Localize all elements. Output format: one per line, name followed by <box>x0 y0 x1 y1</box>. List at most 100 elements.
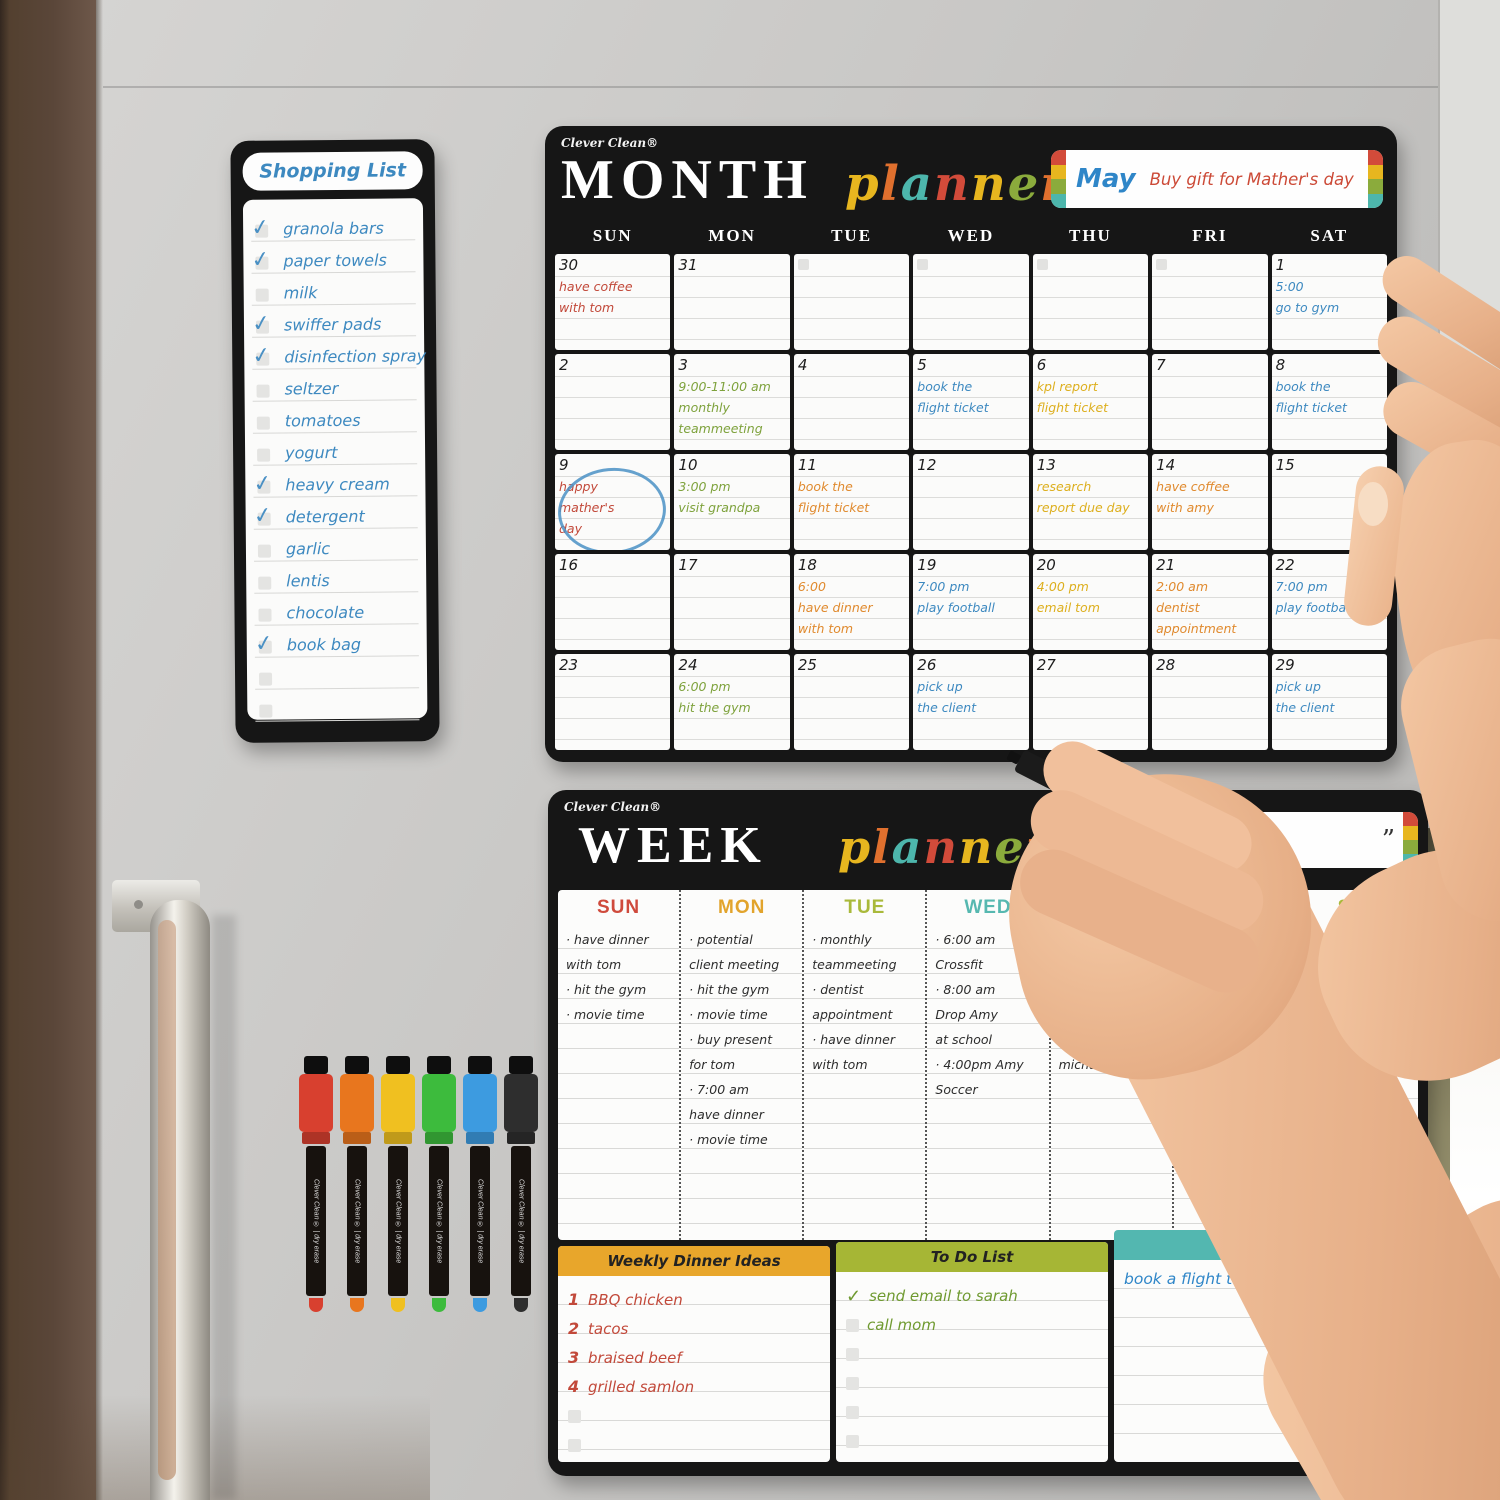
checkbox[interactable] <box>259 672 273 686</box>
weekly-dinner-ideas-body[interactable]: 1 BBQ chicken 2 tacos 3 braised beef 4 grilled … <box>558 1276 830 1462</box>
checkbox[interactable] <box>257 448 271 462</box>
calendar-cell[interactable]: 3 9:00-11:00 am monthly teammeeting <box>674 354 790 450</box>
checkbox[interactable] <box>846 1348 859 1361</box>
calendar-cell[interactable]: 25 <box>793 654 910 750</box>
calendar-cell[interactable]: 7 <box>1152 354 1268 450</box>
week-column-body[interactable]: · potential client meeting · hit the gym ·… <box>681 921 803 1240</box>
list-item[interactable]: ✓ disinfection spray <box>250 336 426 370</box>
month-note[interactable]: Buy gift for Mather's day <box>1149 169 1354 189</box>
calendar-cell[interactable]: 20 4:00 pm email tom <box>1032 554 1149 650</box>
todo-empty-row[interactable] <box>846 1363 1098 1392</box>
marker-yellow[interactable]: Clever Clean ® | dry erase <box>381 1056 415 1318</box>
list-item[interactable]: milk <box>251 272 416 306</box>
checkbox[interactable] <box>258 576 272 590</box>
checkbox[interactable] <box>256 384 270 398</box>
dinner-item[interactable]: 1 BBQ chicken <box>568 1280 820 1309</box>
calendar-cell[interactable]: 30 have coffee with tom <box>555 254 671 350</box>
checkbox[interactable] <box>259 704 273 718</box>
checkbox[interactable] <box>846 1406 859 1419</box>
week-column-sun[interactable]: SUN · have dinner with tom · hit the gym · … <box>558 890 682 1240</box>
month-note-box[interactable]: May Buy gift for Mather's day <box>1051 150 1383 208</box>
checkbox[interactable] <box>255 288 269 302</box>
week-column-body[interactable]: · have dinner with tom · hit the gym · mov… <box>558 921 680 1240</box>
todo-item[interactable]: call mom <box>846 1305 1098 1334</box>
checkmark-icon: ✓ <box>251 501 274 529</box>
calendar-cell[interactable]: 13 research report due day <box>1032 454 1149 550</box>
checkbox[interactable] <box>846 1319 859 1332</box>
calendar-cell[interactable]: 26 pick up the client <box>913 654 1029 750</box>
calendar-cell[interactable]: 17 <box>674 554 790 650</box>
dinner-empty-row[interactable] <box>568 1396 820 1425</box>
calendar-cell[interactable]: 4 <box>793 354 910 450</box>
shopping-list-sheet[interactable]: ✓ granola bars ✓ paper towels milk ✓ swiffer p… <box>242 198 428 722</box>
checkbox[interactable] <box>257 544 272 558</box>
list-item[interactable]: seltzer <box>252 368 417 402</box>
calendar-cell[interactable]: 31 <box>674 254 790 350</box>
list-item[interactable]: ✓ paper towels <box>250 240 416 274</box>
todo-list-section[interactable]: To Do List ✓ send email to sarah call mom <box>836 1242 1108 1462</box>
todo-empty-row[interactable] <box>846 1334 1098 1363</box>
todo-empty-row[interactable] <box>846 1392 1098 1421</box>
fridge-handle[interactable] <box>150 900 210 1500</box>
dinner-item[interactable]: 3 braised beef <box>568 1338 820 1367</box>
calendar-cell[interactable]: 27 <box>1032 654 1149 750</box>
calendar-cell[interactable]: 5 book the flight ticket <box>913 354 1029 450</box>
week-column-body[interactable]: · monthly teammeeting · dentist appointme… <box>804 921 926 1240</box>
list-item[interactable]: ✓ swiffer pads <box>250 304 417 338</box>
week-column-tue[interactable]: TUE · monthly teammeeting · dentist appoin… <box>804 890 928 1240</box>
calendar-cell[interactable]: 16 <box>555 554 671 650</box>
checkbox[interactable] <box>258 608 272 622</box>
calendar-cell[interactable] <box>793 254 910 350</box>
todo-list-body[interactable]: ✓ send email to sarah call mom <box>836 1272 1108 1462</box>
dinner-item[interactable]: 2 tacos <box>568 1309 820 1338</box>
list-item[interactable] <box>255 688 420 722</box>
month-label[interactable]: May <box>1076 164 1136 194</box>
calendar-cell[interactable]: 12 <box>913 454 1029 550</box>
dinner-item[interactable]: 4 grilled samlon <box>568 1367 820 1396</box>
calendar-cell[interactable] <box>1152 254 1268 350</box>
calendar-cell[interactable]: 14 have coffee with amy <box>1152 454 1268 550</box>
checkbox[interactable] <box>846 1435 859 1448</box>
list-item[interactable]: tomatoes <box>252 400 417 434</box>
marker-green[interactable]: Clever Clean ® | dry erase <box>422 1056 456 1318</box>
checkbox[interactable] <box>256 416 270 430</box>
calendar-cell[interactable] <box>913 254 1029 350</box>
calendar-cell[interactable]: 19 7:00 pm play football <box>913 554 1029 650</box>
marker-blue[interactable]: Clever Clean ® | dry erase <box>463 1056 497 1318</box>
week-column-mon[interactable]: MON · potential client meeting · hit the g… <box>681 890 805 1240</box>
calendar-cell[interactable] <box>1032 254 1149 350</box>
marker-black[interactable]: Clever Clean ® | dry erase <box>504 1056 538 1318</box>
list-item[interactable]: ✓ detergent <box>251 496 418 530</box>
list-item[interactable]: chocolate <box>254 592 419 626</box>
list-item[interactable]: ✓ heavy cream <box>252 464 418 498</box>
calendar-cell[interactable]: 18 6:00 have dinner with tom <box>793 554 910 650</box>
calendar-cell[interactable]: 1 5:00 go to gym <box>1271 254 1387 350</box>
checkbox[interactable] <box>846 1377 859 1390</box>
list-item[interactable]: ✓ granola bars <box>249 208 416 242</box>
marker-red[interactable]: Clever Clean ® | dry erase <box>299 1056 333 1318</box>
calendar-cell[interactable]: 28 <box>1152 654 1268 750</box>
list-item[interactable]: lentis <box>254 560 419 594</box>
dinner-empty-row[interactable] <box>568 1425 820 1454</box>
calendar-cell[interactable]: 24 6:00 pm hit the gym <box>674 654 790 750</box>
event-item: · 7:00 am have dinner <box>689 1082 764 1122</box>
calendar-cell[interactable]: 29 pick up the client <box>1271 654 1387 750</box>
marker-orange[interactable]: Clever Clean ® | dry erase <box>340 1056 374 1318</box>
cell-entry: 7:00 pm play football <box>1275 579 1354 615</box>
calendar-cell[interactable]: 9 happy mather's day <box>555 454 671 550</box>
list-item[interactable]: yogurt <box>252 432 418 466</box>
list-item[interactable] <box>254 656 420 690</box>
todo-item[interactable]: ✓ send email to sarah <box>846 1276 1098 1305</box>
calendar-cell[interactable]: 6 kpl report flight ticket <box>1032 354 1149 450</box>
list-item[interactable]: ✓ book bag <box>253 624 419 658</box>
calendar-cell[interactable]: 11 book the flight ticket <box>793 454 910 550</box>
list-item[interactable]: garlic <box>253 528 419 562</box>
weekly-dinner-ideas-section[interactable]: Weekly Dinner Ideas 1 BBQ chicken 2 tacos 3 b… <box>558 1246 830 1462</box>
month-calendar-grid[interactable]: 30 have coffee with tom 31 1 5:00 go to gym 2… <box>555 254 1387 750</box>
calendar-cell[interactable]: 10 3:00 pm visit grandpa <box>674 454 790 550</box>
todo-empty-row[interactable] <box>846 1421 1098 1450</box>
calendar-cell[interactable]: 23 <box>555 654 671 750</box>
calendar-cell[interactable]: 2 <box>555 354 671 450</box>
calendar-cell[interactable]: 21 2:00 am dentist appointment <box>1152 554 1268 650</box>
calendar-cell[interactable]: 8 book the flight ticket <box>1271 354 1387 450</box>
